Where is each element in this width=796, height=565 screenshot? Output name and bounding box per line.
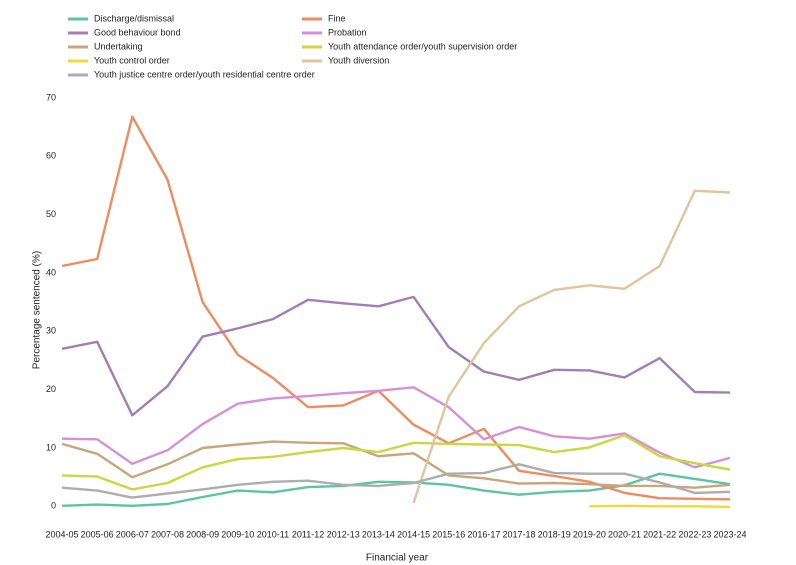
x-tick-label: 2010-11: [257, 529, 289, 539]
x-tick-label: 2023-24: [713, 529, 746, 539]
x-tick-label: 2017-18: [503, 529, 536, 539]
legend-label: Probation: [328, 27, 367, 37]
legend-label: Undertaking: [94, 41, 143, 51]
x-tick-label: 2021-22: [643, 529, 676, 539]
legend-label: Youth attendance order/youth supervision…: [328, 41, 517, 51]
y-tick-label: 50: [46, 209, 56, 219]
x-axis-title: Financial year: [366, 553, 429, 564]
series-line: [61, 440, 731, 489]
series-line: [61, 463, 731, 499]
legend-label: Fine: [328, 13, 346, 23]
x-tick-label: 2004-05: [45, 529, 78, 539]
series-line: [61, 472, 731, 507]
y-axis-title: Percentage sentenced (%): [32, 251, 43, 369]
x-tick-label: 2011-12: [292, 529, 324, 539]
x-tick-label: 2005-06: [81, 529, 114, 539]
legend-label: Good behaviour bond: [94, 27, 181, 37]
series-line: [61, 434, 731, 491]
y-tick-label: 10: [46, 442, 56, 452]
y-tick-label: 0: [51, 501, 56, 511]
y-tick-label: 60: [46, 151, 56, 161]
legend-label: Youth diversion: [328, 55, 389, 65]
y-tick-label: 20: [46, 384, 56, 394]
x-tick-label: 2007-08: [151, 529, 184, 539]
series-line: [61, 115, 731, 501]
series-line: [61, 295, 731, 417]
x-tick-label: 2016-17: [467, 529, 500, 539]
x-tick-label: 2009-10: [221, 529, 254, 539]
y-tick-label: 70: [46, 92, 56, 102]
x-tick-label: 2015-16: [432, 529, 465, 539]
x-tick-label: 2022-23: [678, 529, 711, 539]
legend-label: Discharge/dismissal: [94, 13, 174, 23]
x-tick-label: 2006-07: [116, 529, 149, 539]
series-line: [61, 386, 731, 469]
x-tick-label: 2013-14: [362, 529, 395, 539]
x-tick-label: 2008-09: [186, 529, 219, 539]
x-tick-label: 2012-13: [327, 529, 360, 539]
legend-label: Youth justice centre order/youth residen…: [94, 69, 315, 79]
x-tick-label: 2019-20: [573, 529, 606, 539]
series-line: [412, 189, 731, 504]
y-tick-label: 40: [46, 267, 56, 277]
legend-label: Youth control order: [94, 55, 170, 65]
series-line: [589, 504, 731, 509]
x-tick-label: 2020-21: [608, 529, 641, 539]
x-tick-label: 2018-19: [538, 529, 571, 539]
x-tick-label: 2014-15: [397, 529, 430, 539]
y-tick-label: 30: [46, 326, 56, 336]
